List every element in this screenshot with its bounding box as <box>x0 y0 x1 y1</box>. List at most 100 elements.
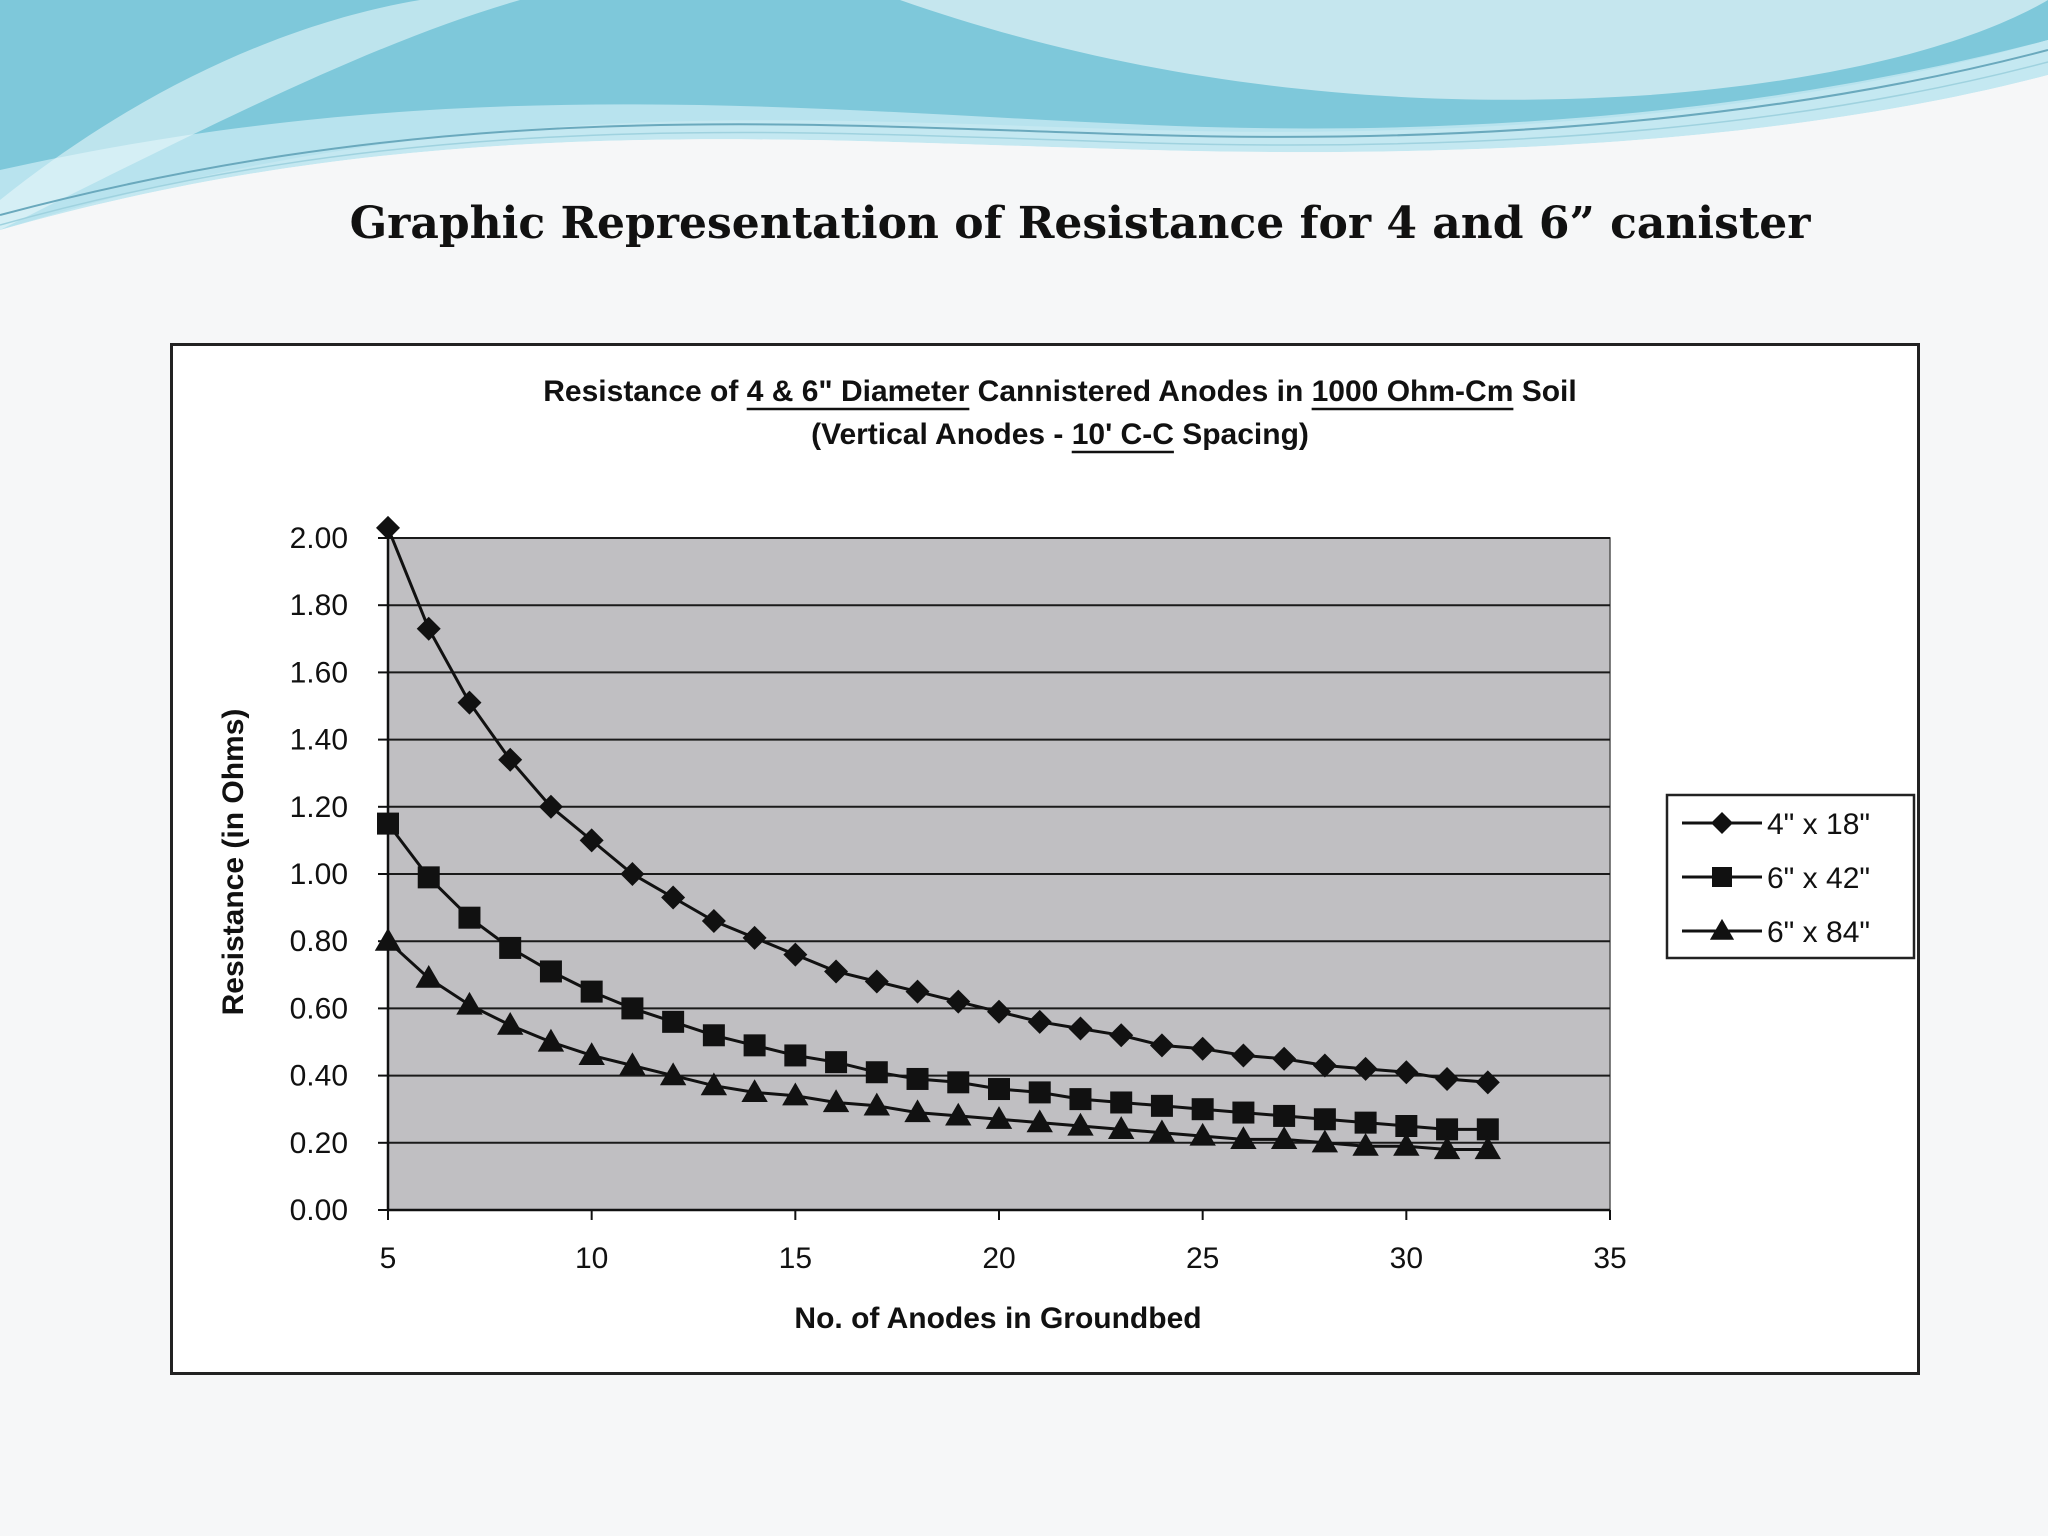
data-point <box>865 1061 888 1084</box>
data-point <box>1150 1094 1173 1117</box>
data-point <box>947 1071 970 1094</box>
x-tick-label: 10 <box>575 1242 608 1275</box>
y-tick-label: 1.80 <box>290 589 348 622</box>
data-point <box>457 690 482 715</box>
legend-item: 6" x 42" <box>1682 862 1870 895</box>
data-point <box>619 1052 646 1076</box>
legend-marker <box>1711 812 1733 834</box>
x-tick-label: 15 <box>779 1242 812 1275</box>
series-layer <box>374 515 1501 1160</box>
data-point <box>1027 1009 1052 1034</box>
y-axis-title: Resistance (in Ohms) <box>217 709 250 1016</box>
data-point <box>1067 1112 1094 1136</box>
legend-item: 6" x 84" <box>1682 916 1870 949</box>
data-point <box>864 969 889 994</box>
data-point <box>985 1106 1013 1129</box>
data-point <box>1190 1036 1215 1061</box>
wave-line-2 <box>0 61 2048 226</box>
legend-item: 4" x 18" <box>1682 808 1870 841</box>
chart-title-part: 4 & 6" Diameter <box>747 375 970 408</box>
chart-title-line-1: Resistance of 4 & 6" Diameter Cannistere… <box>543 375 1576 408</box>
series-1 <box>376 515 1500 1095</box>
data-point <box>1270 1126 1298 1150</box>
chart-title-part: Spacing) <box>1174 418 1309 451</box>
data-point <box>580 980 603 1003</box>
data-point <box>659 1062 687 1086</box>
wave-line-1 <box>0 49 2048 216</box>
data-point <box>1149 1033 1174 1058</box>
data-point <box>579 828 604 853</box>
data-point <box>988 1078 1010 1101</box>
data-point <box>1395 1115 1418 1137</box>
legend-marker <box>1709 918 1735 940</box>
y-tick-label: 0.60 <box>290 992 348 1025</box>
data-point <box>1110 1091 1133 1114</box>
data-point <box>1068 1016 1093 1041</box>
data-point <box>1312 1053 1337 1078</box>
series-line <box>386 527 1488 1084</box>
legend: 4" x 18" 6" x 42" 6" x 84" <box>1665 793 1916 960</box>
data-point <box>376 515 400 540</box>
legend-label: 4" x 18" <box>1767 808 1870 841</box>
data-point <box>456 991 483 1015</box>
data-point <box>1069 1088 1092 1111</box>
data-point <box>702 1024 725 1047</box>
data-point <box>822 1089 850 1113</box>
data-point <box>416 616 441 641</box>
data-point <box>1435 1066 1460 1091</box>
data-point <box>578 1042 605 1066</box>
data-point <box>701 909 726 934</box>
data-point <box>1232 1101 1255 1124</box>
data-point <box>538 794 563 819</box>
data-point <box>700 1072 728 1096</box>
data-point <box>1230 1126 1257 1150</box>
y-tick-label: 2.00 <box>290 522 348 555</box>
x-axis-ticks: 5 10 15 20 25 30 35 <box>380 1210 1627 1275</box>
x-tick-label: 20 <box>982 1242 1015 1275</box>
data-point <box>1273 1104 1296 1127</box>
series-line <box>386 940 1488 1151</box>
chart-title-part: Cannistered Anodes in <box>969 375 1311 408</box>
data-point <box>1148 1119 1176 1143</box>
data-point <box>497 1012 524 1035</box>
data-point <box>824 959 849 984</box>
y-tick-label: 0.80 <box>290 925 348 958</box>
chart-title-part: (Vertical Anodes - <box>811 418 1072 451</box>
data-point <box>498 747 523 772</box>
chart-title-part: Resistance of <box>543 375 746 408</box>
data-point <box>987 999 1011 1024</box>
y-tick-label: 1.00 <box>290 858 348 891</box>
data-point <box>1476 1118 1499 1141</box>
data-point <box>1433 1136 1461 1160</box>
data-point <box>946 989 971 1014</box>
data-point <box>1352 1132 1379 1156</box>
x-tick-label: 35 <box>1593 1242 1626 1275</box>
chart-title-part: 10' C-C <box>1072 418 1174 451</box>
data-point <box>620 862 645 886</box>
data-point <box>539 960 562 983</box>
y-tick-label: 0.00 <box>290 1194 348 1227</box>
data-point <box>1231 1043 1256 1068</box>
data-point <box>945 1102 972 1126</box>
x-tick-label: 5 <box>380 1242 397 1275</box>
data-point <box>374 928 402 951</box>
data-point <box>904 1099 931 1123</box>
y-tick-label: 0.40 <box>290 1060 348 1093</box>
chart-title-line-2: (Vertical Anodes - 10' C-C Spacing) <box>811 418 1309 451</box>
y-tick-label: 1.20 <box>290 791 348 824</box>
y-tick-label: 0.20 <box>290 1127 348 1160</box>
wave-crest-left <box>0 0 520 230</box>
legend-label: 6" x 42" <box>1767 862 1870 895</box>
data-point <box>415 964 442 988</box>
data-point <box>1475 1070 1500 1095</box>
data-point <box>499 936 522 959</box>
x-tick-label: 25 <box>1186 1242 1219 1275</box>
chart-title-underlines <box>746 407 1514 454</box>
data-point <box>458 906 481 929</box>
y-tick-label: 1.40 <box>290 724 348 757</box>
data-point <box>1474 1136 1501 1160</box>
legend-label: 6" x 84" <box>1767 916 1870 949</box>
data-point <box>905 979 930 1004</box>
data-point <box>743 1034 766 1057</box>
